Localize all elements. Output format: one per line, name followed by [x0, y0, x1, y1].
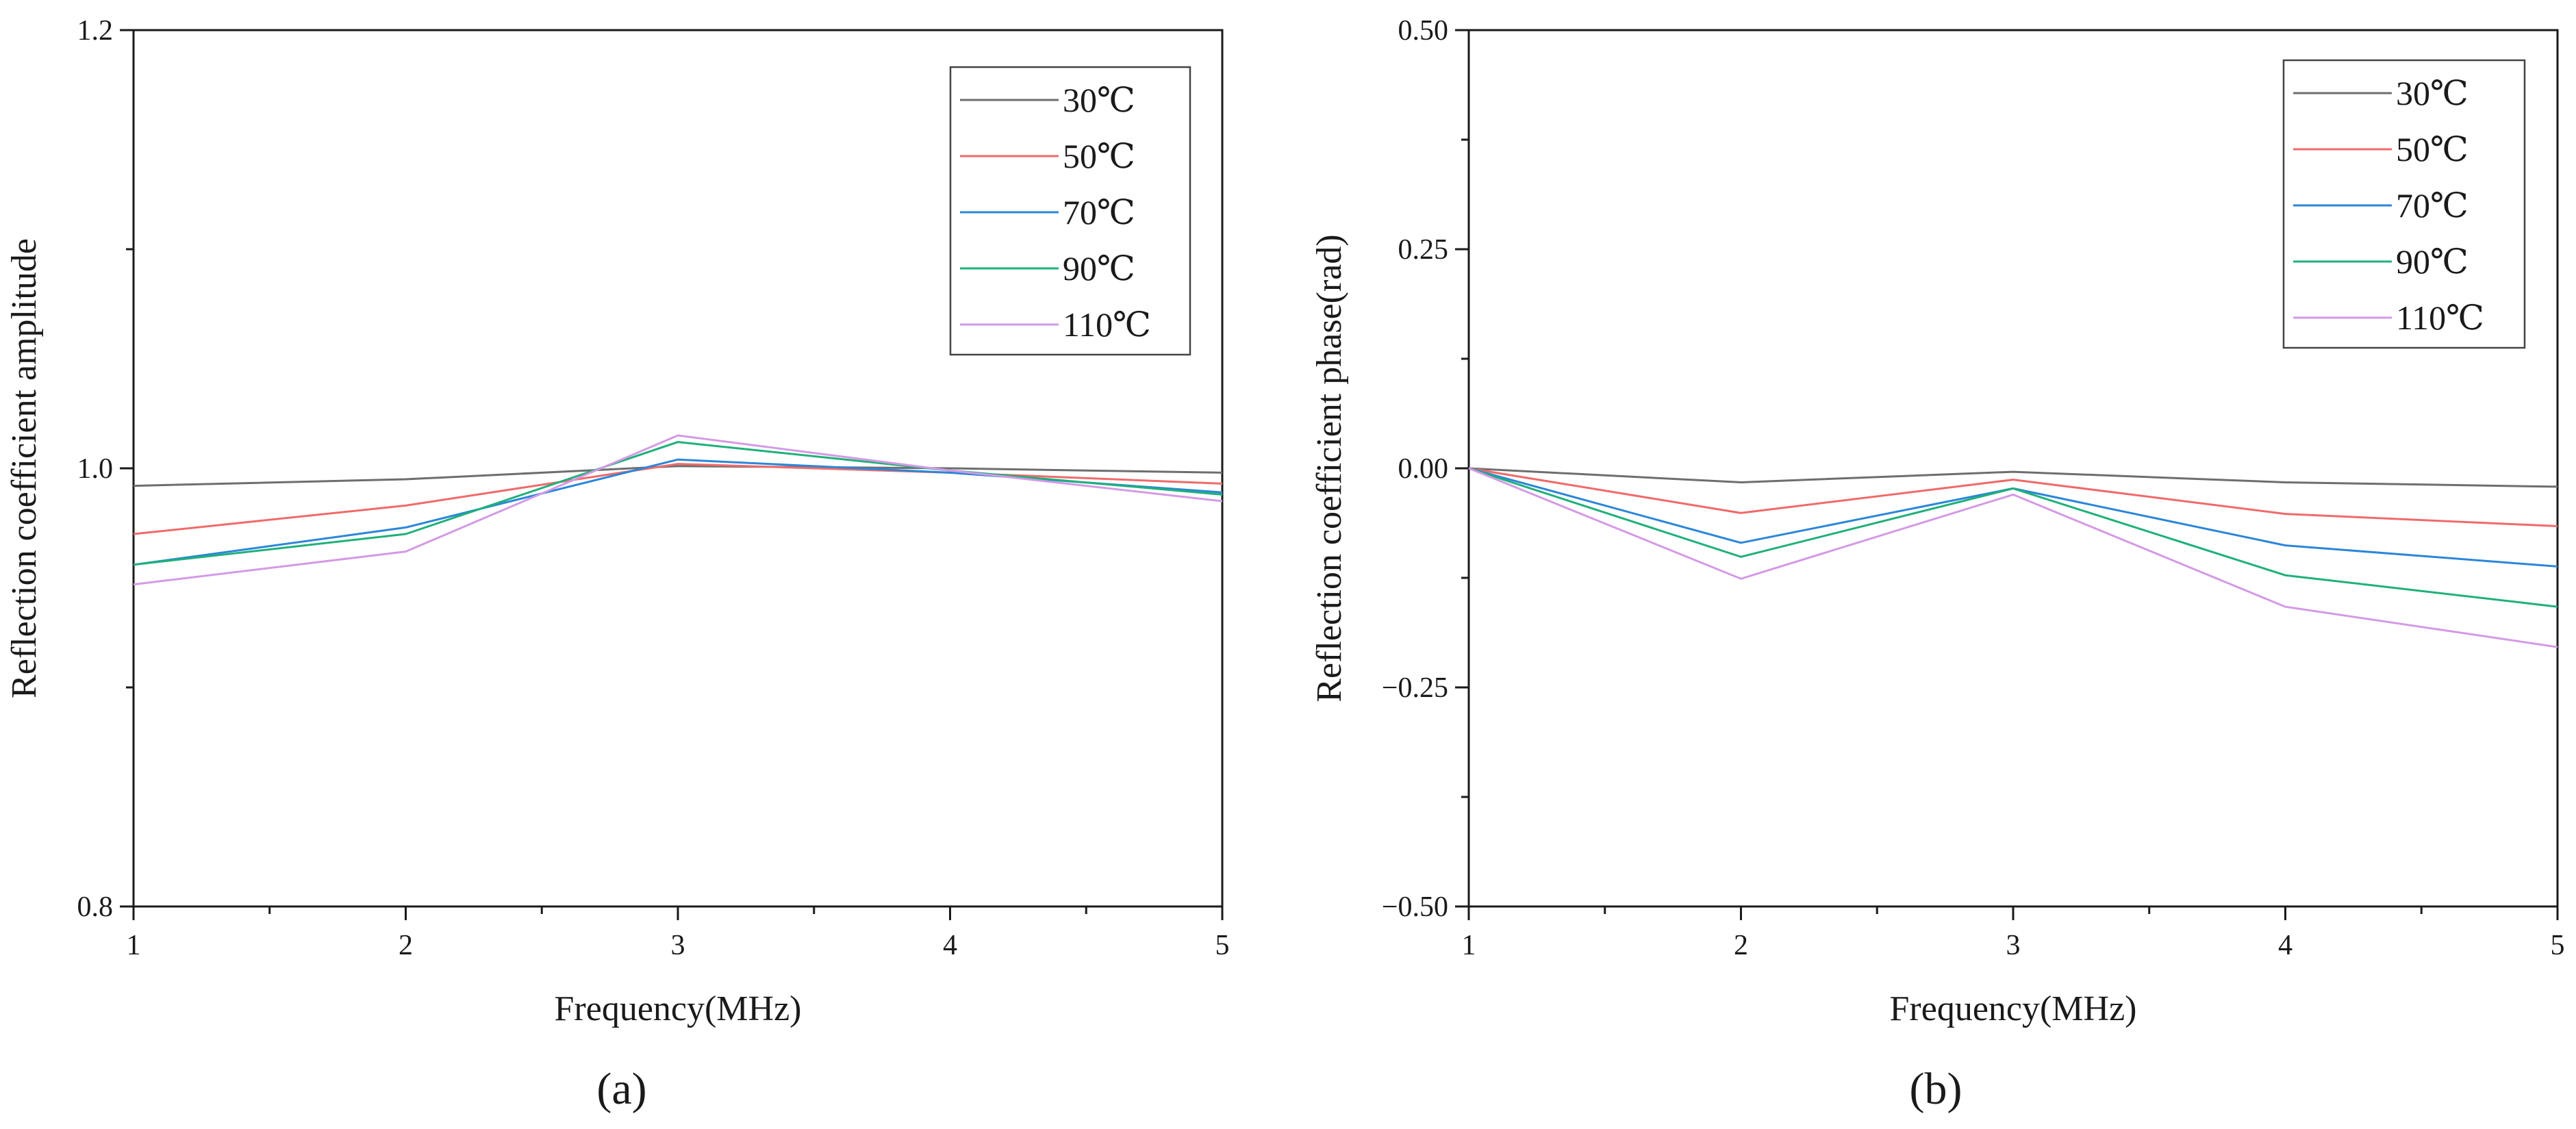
y-axis-title: Reflection coefficient amplitude: [5, 238, 44, 698]
chart-panel-a: 1 2 3 4 5 0.8 1.0 1.2 Frequency(MHz) Reflection c…: [5, 15, 1230, 1114]
y-tick-label: −0.50: [1382, 891, 1448, 923]
panel-label: (a): [596, 1064, 646, 1114]
y-tick-label: 0.50: [1398, 15, 1449, 47]
y-tick-label: 0.25: [1398, 234, 1449, 266]
legend-label: 30℃: [1063, 81, 1135, 119]
x-tick-label: 1: [1462, 930, 1476, 961]
legend-label: 50℃: [1063, 137, 1135, 175]
x-tick-label: 4: [2278, 930, 2293, 961]
legend-frame: [949, 66, 1191, 356]
legend: 30℃ 50℃ 70℃ 90℃ 110℃: [949, 66, 1191, 356]
x-tick-label: 5: [1215, 930, 1230, 961]
x-tick-label: 2: [399, 930, 413, 961]
series-line-90c: [133, 441, 1223, 566]
legend-frame: [2282, 59, 2526, 349]
legend-label: 50℃: [2396, 130, 2468, 168]
x-axis-title: Frequency(MHz): [555, 989, 802, 1028]
series-line-30c: [133, 465, 1223, 487]
x-axis-title: Frequency(MHz): [1890, 989, 2137, 1028]
legend-label: 110℃: [1063, 305, 1151, 344]
series-line-30c: [1468, 467, 2558, 488]
x-tick-label: 1: [127, 930, 141, 961]
x-tick-label: 4: [943, 930, 957, 961]
legend-label: 90℃: [1063, 249, 1135, 288]
y-tick-label: 1.2: [77, 15, 114, 47]
series-line-50c: [1468, 467, 2558, 527]
y-tick-label: 0.8: [77, 891, 114, 923]
legend-label: 70℃: [2396, 186, 2468, 225]
legend-label: 30℃: [2396, 74, 2468, 112]
chart-panel-b: 1 2 3 4 5 −0.50 −0.25 0.00 0.25 0.50 Frequency(MHz…: [1310, 15, 2565, 1114]
series-line-70c: [133, 458, 1223, 566]
y-tick-label: −0.25: [1382, 672, 1448, 704]
panel-label: (b): [1910, 1064, 1962, 1114]
x-tick-label: 2: [1734, 930, 1748, 961]
legend: 30℃ 50℃ 70℃ 90℃ 110℃: [2282, 59, 2526, 349]
series-line-110c: [133, 434, 1223, 586]
series-line-70c: [1468, 467, 2558, 568]
x-tick-label: 5: [2551, 930, 2565, 961]
series-line-50c: [133, 463, 1223, 535]
legend-label: 70℃: [1063, 193, 1135, 231]
legend-label: 110℃: [2396, 299, 2484, 337]
x-tick-label: 3: [2006, 930, 2021, 961]
series-line-90c: [1468, 467, 2558, 608]
y-axis-title: Reflection coefficient phase(rad): [1310, 234, 1349, 702]
y-tick-label: 1.0: [77, 453, 114, 485]
series-line-110c: [1468, 467, 2558, 648]
y-tick-label: 0.00: [1398, 453, 1449, 485]
x-tick-label: 3: [671, 930, 685, 961]
legend-label: 90℃: [2396, 242, 2468, 281]
